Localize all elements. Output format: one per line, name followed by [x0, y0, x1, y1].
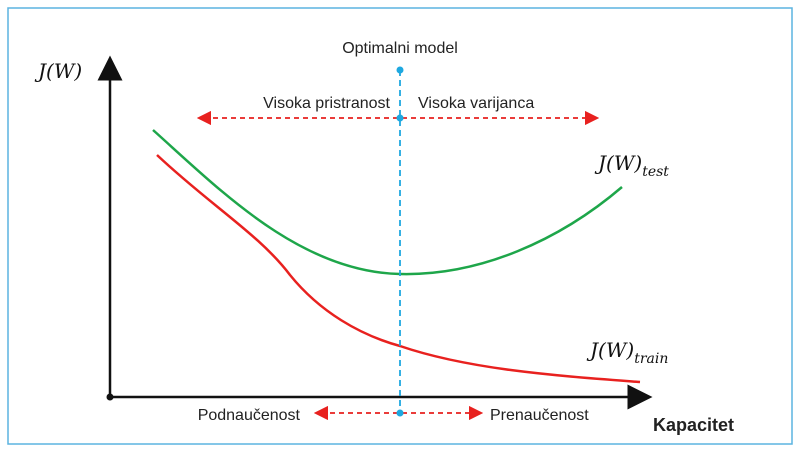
test-label-main: J(W) [594, 151, 642, 175]
train-label-main: J(W) [586, 338, 634, 362]
test-label: J(W)test [594, 151, 669, 180]
y-axis-label: J(W) [34, 59, 82, 83]
x-axis-label: Kapacitet [653, 415, 734, 435]
origin [106, 393, 114, 401]
dot [396, 409, 404, 417]
train-label: J(W)train [586, 338, 668, 367]
test-label-sub: test [642, 164, 669, 180]
bottom-right-label: Prenaučenost [490, 407, 589, 424]
bottom-left-label: Podnaučenost [198, 407, 301, 424]
train-curve [156, 154, 641, 384]
dot [396, 114, 404, 122]
optimal-label: Optimalni model [342, 40, 458, 57]
train-label-sub: train [634, 351, 668, 367]
dot [396, 66, 404, 74]
top-left-label: Visoka pristranost [263, 95, 390, 112]
top-right-label: Visoka varijanca [418, 95, 534, 112]
